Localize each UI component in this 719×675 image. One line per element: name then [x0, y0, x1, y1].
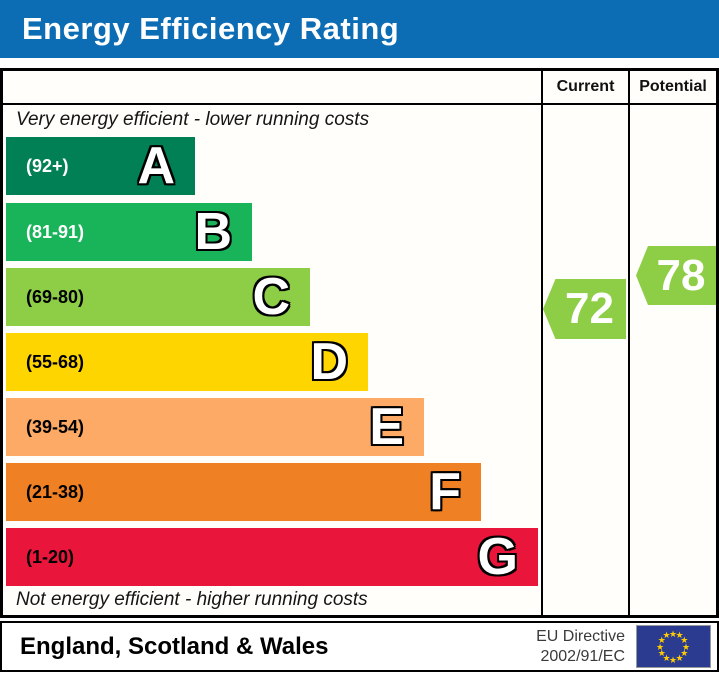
band-g-letter: G: [477, 528, 518, 586]
band-b-letter: B: [194, 203, 232, 261]
footer: England, Scotland & Wales EU Directive 2…: [0, 621, 719, 672]
band-d: (55-68) D: [6, 333, 368, 391]
eu-flag-star: ★: [656, 641, 665, 652]
eu-flag: ★ ★ ★ ★ ★ ★ ★ ★ ★ ★ ★ ★: [636, 625, 711, 668]
eu-flag-star: ★: [675, 652, 684, 663]
potential-rating-value: 78: [656, 251, 706, 300]
title-bar: Energy Efficiency Rating: [0, 0, 719, 58]
band-b-range: (81-91): [26, 222, 85, 242]
eu-flag-star: ★: [662, 630, 671, 641]
eu-flag-star: ★: [657, 648, 666, 658]
band-a: (92+) A: [6, 137, 195, 195]
current-column-header: Current: [556, 78, 615, 95]
band-d-letter: D: [310, 333, 348, 391]
eu-flag-star: ★: [680, 648, 689, 658]
band-g: (1-20) G: [6, 528, 538, 586]
band-f: (21-38) F: [6, 463, 481, 521]
eu-flag-star: ★: [680, 635, 689, 645]
band-c-range: (69-80): [26, 287, 85, 307]
eu-directive-label: EU Directive 2002/91/EC: [536, 626, 625, 668]
potential-column-header: Potential: [639, 78, 707, 95]
band-f-letter: F: [429, 463, 461, 521]
top-note: Very energy efficient - lower running co…: [16, 109, 370, 130]
band-a-range: (92+): [26, 156, 69, 176]
band-c: (69-80) C: [6, 268, 310, 326]
current-column-divider: [541, 71, 543, 615]
eu-directive-line1: EU Directive: [536, 628, 625, 645]
current-rating-arrow: 72: [543, 279, 626, 339]
rating-table: Current Potential Very energy efficient …: [0, 68, 719, 618]
region-label: England, Scotland & Wales: [20, 633, 329, 660]
header-row-divider: [3, 103, 716, 105]
potential-column-divider: [628, 71, 630, 615]
band-e: (39-54) E: [6, 398, 424, 456]
band-f-range: (21-38): [26, 482, 85, 502]
bottom-note: Not energy efficient - higher running co…: [16, 589, 368, 610]
band-d-range: (55-68): [26, 352, 85, 372]
eu-flag-star: ★: [657, 635, 666, 645]
eu-flag-star: ★: [662, 652, 671, 663]
band-b: (81-91) B: [6, 203, 252, 261]
band-e-letter: E: [369, 398, 404, 456]
current-rating-value: 72: [565, 284, 614, 333]
page-title: Energy Efficiency Rating: [22, 11, 400, 46]
band-e-range: (39-54): [26, 417, 85, 437]
eu-flag-star: ★: [682, 641, 691, 652]
band-a-letter: A: [137, 137, 175, 195]
eu-flag-star: ★: [669, 654, 678, 665]
potential-rating-arrow: 78: [636, 246, 716, 305]
eu-flag-star: ★: [669, 628, 678, 639]
eu-directive-line2: 2002/91/EC: [540, 648, 625, 665]
band-g-range: (1-20): [26, 547, 75, 567]
band-c-letter: C: [252, 268, 290, 326]
eu-flag-star: ★: [675, 630, 684, 641]
